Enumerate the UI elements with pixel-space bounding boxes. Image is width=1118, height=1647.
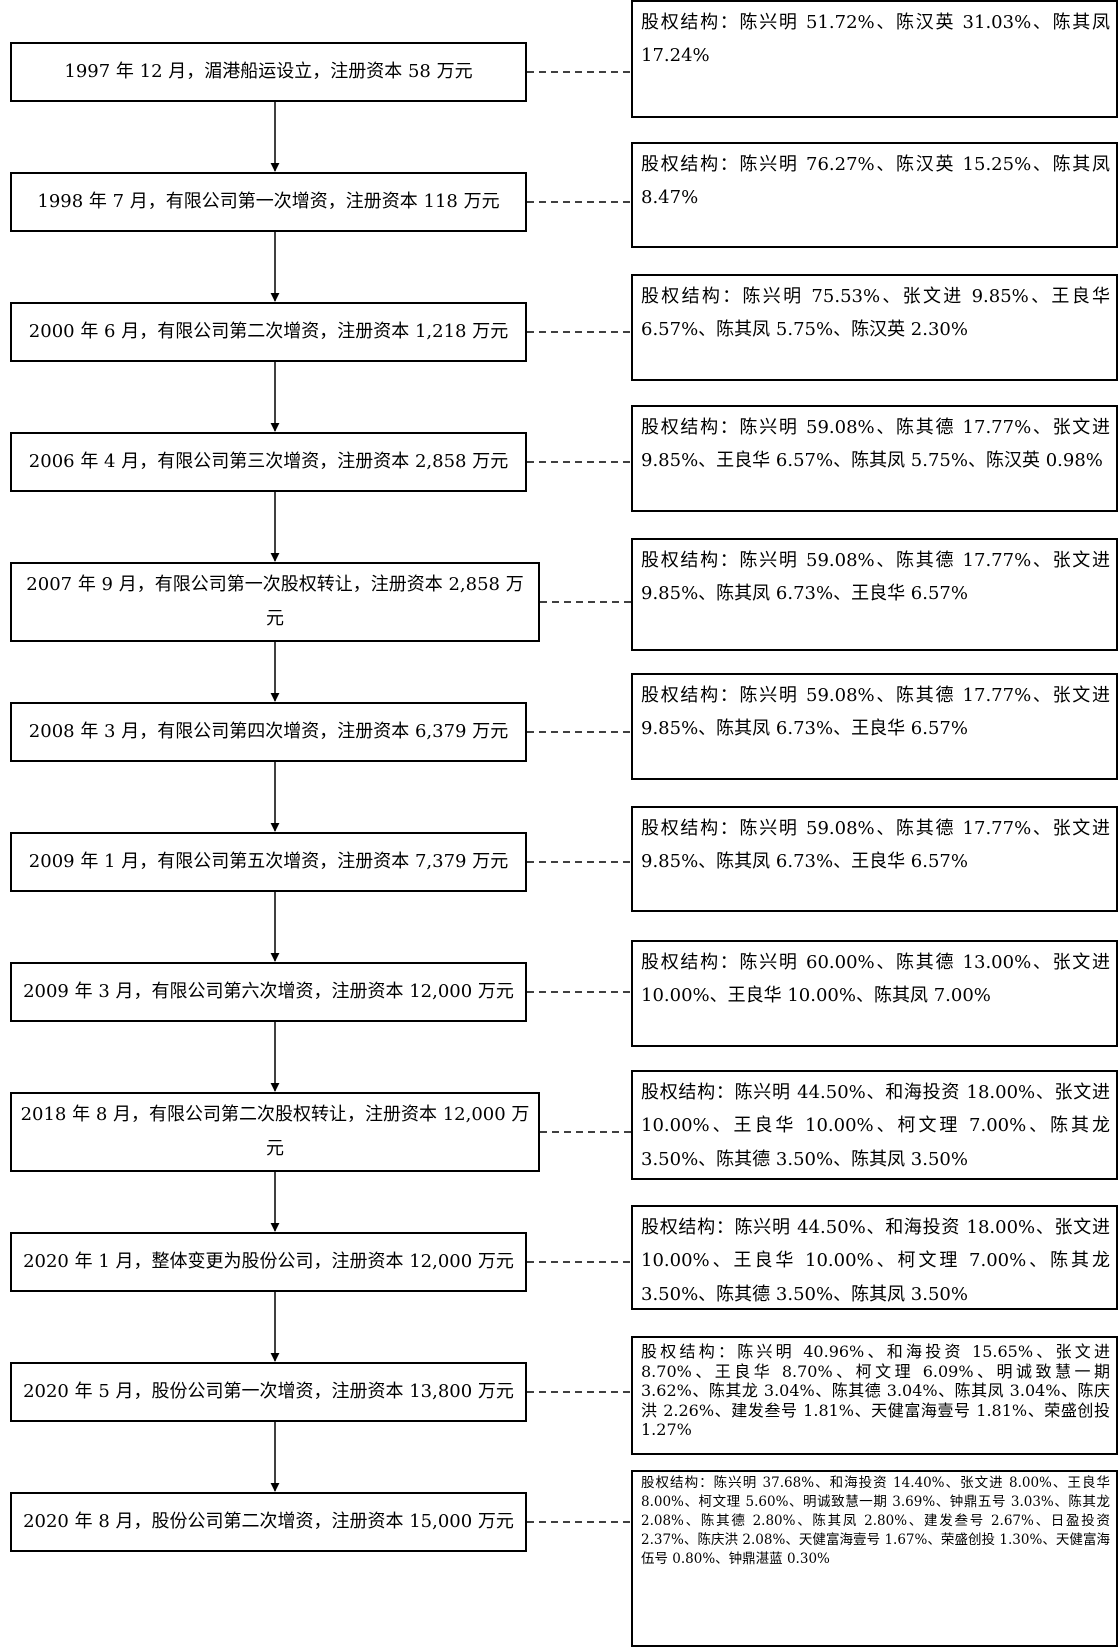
shareholding-text: 股权结构：陈兴明 59.08%、陈其德 17.77%、张文进 9.85%、陈其凤… — [641, 550, 1110, 605]
event-box: 2009 年 1 月，有限公司第五次增资，注册资本 7,379 万元 — [10, 832, 527, 892]
event-box: 2018 年 8 月，有限公司第二次股权转让，注册资本 12,000 万元 — [10, 1092, 540, 1172]
event-box: 2008 年 3 月，有限公司第四次增资，注册资本 6,379 万元 — [10, 702, 527, 762]
event-box: 2000 年 6 月，有限公司第二次增资，注册资本 1,218 万元 — [10, 302, 527, 362]
event-box: 2020 年 8 月，股份公司第二次增资，注册资本 15,000 万元 — [10, 1492, 527, 1552]
shareholding-box: 股权结构：陈兴明 59.08%、陈其德 17.77%、张文进 9.85%、王良华… — [631, 405, 1118, 512]
event-text: 2018 年 8 月，有限公司第二次股权转让，注册资本 12,000 万元 — [20, 1103, 530, 1159]
event-box: 1998 年 7 月，有限公司第一次增资，注册资本 118 万元 — [10, 172, 527, 232]
event-text: 2020 年 5 月，股份公司第一次增资，注册资本 13,800 万元 — [23, 1380, 514, 1402]
event-box: 2006 年 4 月，有限公司第三次增资，注册资本 2,858 万元 — [10, 432, 527, 492]
event-text: 2000 年 6 月，有限公司第二次增资，注册资本 1,218 万元 — [28, 320, 509, 342]
event-box: 2020 年 1 月，整体变更为股份公司，注册资本 12,000 万元 — [10, 1232, 527, 1292]
event-text: 1997 年 12 月，湄港船运设立，注册资本 58 万元 — [64, 60, 473, 82]
shareholding-text: 股权结构：陈兴明 59.08%、陈其德 17.77%、张文进 9.85%、陈其凤… — [641, 818, 1110, 873]
shareholding-text: 股权结构：陈兴明 44.50%、和海投资 18.00%、张文进 10.00%、王… — [641, 1082, 1110, 1170]
shareholding-box: 股权结构：陈兴明 59.08%、陈其德 17.77%、张文进 9.85%、陈其凤… — [631, 673, 1118, 780]
shareholding-box: 股权结构：陈兴明 59.08%、陈其德 17.77%、张文进 9.85%、陈其凤… — [631, 806, 1118, 912]
shareholding-text: 股权结构：陈兴明 51.72%、陈汉英 31.03%、陈其凤 17.24% — [641, 12, 1110, 67]
shareholding-box: 股权结构：陈兴明 75.53%、张文进 9.85%、王良华 6.57%、陈其凤 … — [631, 274, 1118, 381]
event-text: 2009 年 1 月，有限公司第五次增资，注册资本 7,379 万元 — [28, 850, 509, 872]
event-box: 2020 年 5 月，股份公司第一次增资，注册资本 13,800 万元 — [10, 1362, 527, 1422]
shareholding-box: 股权结构：陈兴明 40.96%、和海投资 15.65%、张文进 8.70%、王良… — [631, 1336, 1118, 1455]
event-text: 2007 年 9 月，有限公司第一次股权转让，注册资本 2,858 万元 — [26, 573, 524, 629]
shareholding-box: 股权结构：陈兴明 44.50%、和海投资 18.00%、张文进 10.00%、王… — [631, 1070, 1118, 1180]
event-text: 2008 年 3 月，有限公司第四次增资，注册资本 6,379 万元 — [28, 720, 509, 742]
shareholding-box: 股权结构：陈兴明 76.27%、陈汉英 15.25%、陈其凤 8.47% — [631, 142, 1118, 248]
shareholding-text: 股权结构：陈兴明 75.53%、张文进 9.85%、王良华 6.57%、陈其凤 … — [641, 286, 1110, 341]
shareholding-box: 股权结构：陈兴明 59.08%、陈其德 17.77%、张文进 9.85%、陈其凤… — [631, 538, 1118, 651]
shareholding-box: 股权结构：陈兴明 51.72%、陈汉英 31.03%、陈其凤 17.24% — [631, 0, 1118, 118]
event-text: 2006 年 4 月，有限公司第三次增资，注册资本 2,858 万元 — [28, 450, 509, 472]
shareholding-text: 股权结构：陈兴明 37.68%、和海投资 14.40%、张文进 8.00%、王良… — [641, 1475, 1110, 1567]
event-text: 2020 年 8 月，股份公司第二次增资，注册资本 15,000 万元 — [23, 1510, 514, 1532]
event-text: 2009 年 3 月，有限公司第六次增资，注册资本 12,000 万元 — [23, 980, 514, 1002]
shareholding-text: 股权结构：陈兴明 40.96%、和海投资 15.65%、张文进 8.70%、王良… — [641, 1342, 1110, 1440]
event-text: 1998 年 7 月，有限公司第一次增资，注册资本 118 万元 — [37, 190, 500, 212]
shareholding-box: 股权结构：陈兴明 60.00%、陈其德 13.00%、张文进 10.00%、王良… — [631, 940, 1118, 1047]
event-text: 2020 年 1 月，整体变更为股份公司，注册资本 12,000 万元 — [23, 1250, 514, 1272]
event-box: 2007 年 9 月，有限公司第一次股权转让，注册资本 2,858 万元 — [10, 562, 540, 642]
shareholding-text: 股权结构：陈兴明 44.50%、和海投资 18.00%、张文进 10.00%、王… — [641, 1217, 1110, 1305]
shareholding-box: 股权结构：陈兴明 44.50%、和海投资 18.00%、张文进 10.00%、王… — [631, 1205, 1118, 1310]
shareholding-text: 股权结构：陈兴明 59.08%、陈其德 17.77%、张文进 9.85%、陈其凤… — [641, 685, 1110, 740]
event-box: 2009 年 3 月，有限公司第六次增资，注册资本 12,000 万元 — [10, 962, 527, 1022]
shareholding-text: 股权结构：陈兴明 59.08%、陈其德 17.77%、张文进 9.85%、王良华… — [641, 417, 1110, 472]
event-box: 1997 年 12 月，湄港船运设立，注册资本 58 万元 — [10, 42, 527, 102]
shareholding-box: 股权结构：陈兴明 37.68%、和海投资 14.40%、张文进 8.00%、王良… — [631, 1470, 1118, 1647]
shareholding-text: 股权结构：陈兴明 60.00%、陈其德 13.00%、张文进 10.00%、王良… — [641, 952, 1110, 1007]
shareholding-text: 股权结构：陈兴明 76.27%、陈汉英 15.25%、陈其凤 8.47% — [641, 154, 1110, 209]
